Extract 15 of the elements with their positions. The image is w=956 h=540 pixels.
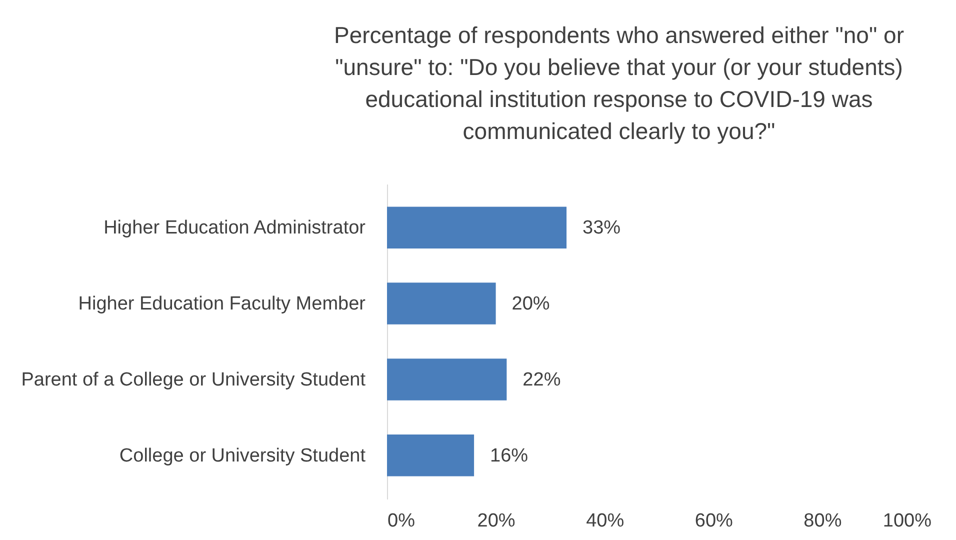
- x-tick-label: 0%: [388, 510, 416, 532]
- x-tick-label: 20%: [477, 510, 516, 532]
- data-label: 16%: [490, 445, 528, 466]
- data-label: 33%: [582, 218, 621, 239]
- x-tick-label: 60%: [694, 510, 734, 532]
- x-tick-label: 40%: [586, 510, 624, 532]
- chart-title: Percentage of respondents who answered either "no" or "unsure" to: "Do you believe that your (or your students) educational institution response to COVID-19 was communicated clearly to you?": [334, 22, 904, 144]
- y-tick-label: Parent of a College or University Student: [21, 369, 366, 390]
- y-tick-label: Higher Education Administrator: [104, 218, 366, 239]
- y-tick-label: College or University Student: [119, 445, 366, 466]
- x-tick-label: 80%: [804, 510, 842, 532]
- data-label: 22%: [522, 369, 561, 390]
- x-tick-label: 100%: [882, 510, 932, 532]
- y-tick-label: Higher Education Faculty Member: [78, 294, 366, 315]
- data-label: 20%: [512, 294, 550, 315]
